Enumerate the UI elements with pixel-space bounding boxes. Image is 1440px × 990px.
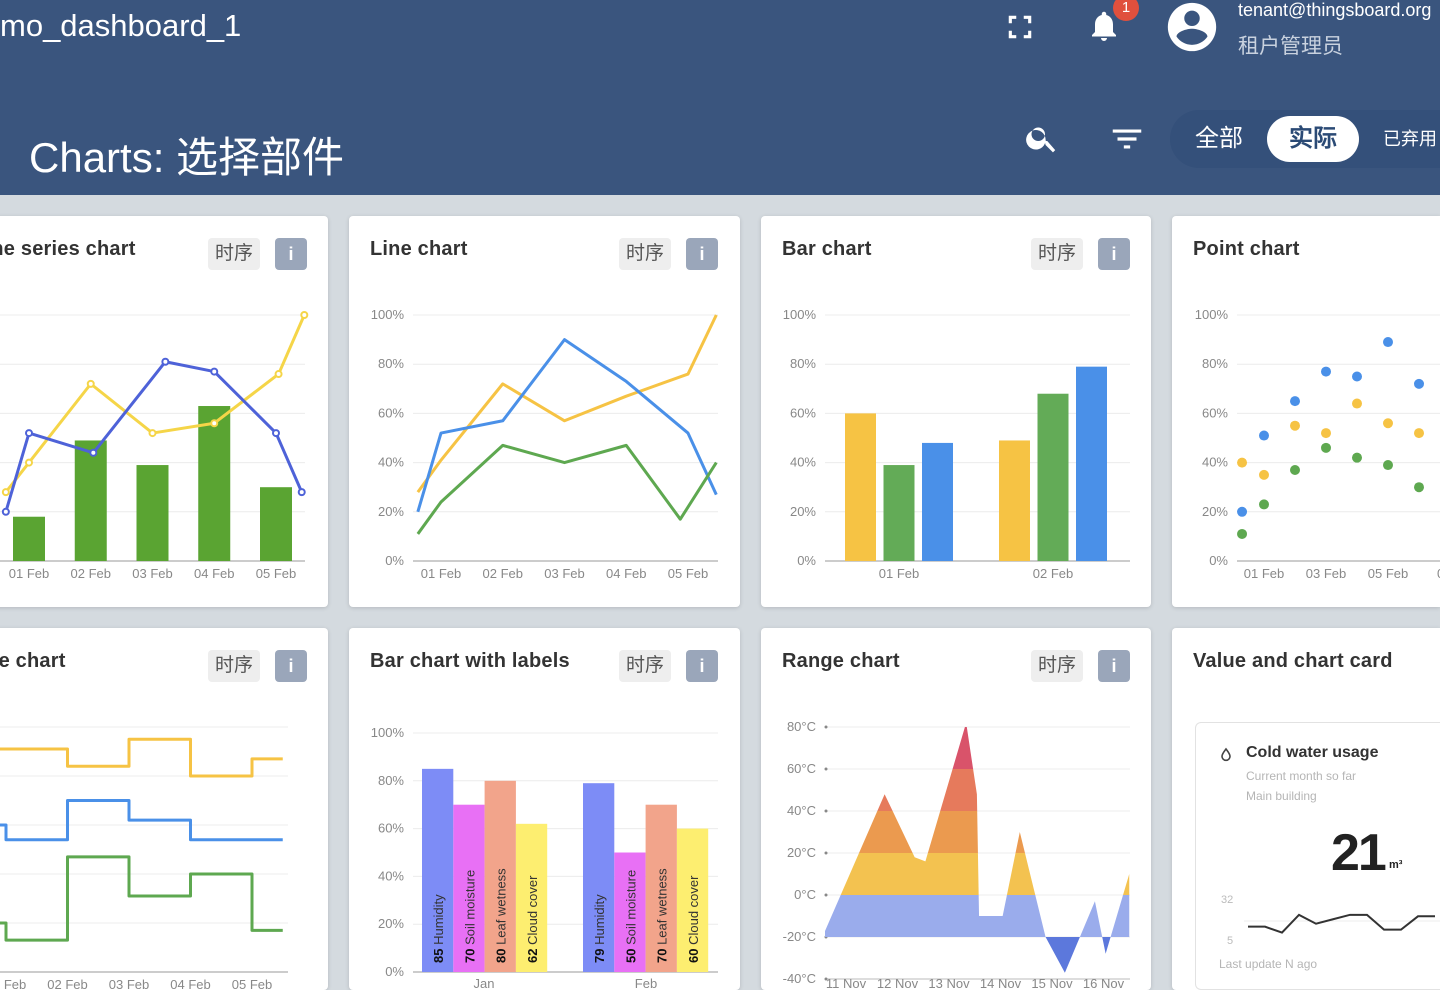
user-role: 租户管理员 bbox=[1238, 35, 1343, 58]
card-title: Range chart bbox=[782, 650, 900, 672]
header: mo_dashboard_1 1 tenant@thingsboard.org … bbox=[0, 0, 1440, 195]
tab-actual[interactable]: 实际 bbox=[1267, 116, 1359, 162]
value-card-value: 21 bbox=[1331, 824, 1387, 882]
widget-card-point-chart[interactable]: Point chart bbox=[1172, 216, 1440, 607]
sparkline-max-tick: 32 bbox=[1221, 894, 1234, 906]
value-card-unit: m³ bbox=[1389, 859, 1403, 871]
info-button[interactable]: i bbox=[1098, 650, 1130, 682]
value-card-subtitle: Current month so far bbox=[1246, 769, 1357, 783]
page-title: Charts: 选择部件 bbox=[29, 134, 345, 181]
tab-all[interactable]: 全部 bbox=[1195, 125, 1243, 152]
card-title: Bar chart with labels bbox=[370, 650, 570, 672]
user-email[interactable]: tenant@thingsboard.org bbox=[1238, 0, 1432, 20]
filter-tabs: 全部 实际 已弃用 bbox=[1170, 110, 1440, 168]
card-title: Value and chart card bbox=[1193, 650, 1393, 672]
card-title: Line chart bbox=[370, 238, 468, 260]
timeseries-chip: 时序 bbox=[619, 238, 671, 270]
dashboard-title: mo_dashboard_1 bbox=[0, 8, 242, 43]
account-circle-icon[interactable] bbox=[1163, 0, 1221, 56]
info-button[interactable]: i bbox=[1098, 238, 1130, 270]
search-icon[interactable] bbox=[1024, 120, 1060, 156]
widget-card-line-chart[interactable]: Line chart 时序 i bbox=[349, 216, 740, 607]
tab-deprecated[interactable]: 已弃用 bbox=[1383, 129, 1437, 149]
timeseries-chip: 时序 bbox=[208, 238, 260, 270]
timeseries-chip: 时序 bbox=[1031, 650, 1083, 682]
fullscreen-icon[interactable] bbox=[1005, 12, 1035, 42]
value-card-title: Cold water usage bbox=[1246, 744, 1379, 761]
bell-icon[interactable] bbox=[1086, 6, 1122, 46]
value-chart-card-preview: Cold water usage Current month so far Ma… bbox=[1195, 722, 1440, 990]
widget-card-range-chart[interactable]: Range chart 时序 i bbox=[761, 628, 1151, 990]
timeseries-chip: 时序 bbox=[619, 650, 671, 682]
filter-icon[interactable] bbox=[1108, 120, 1146, 158]
widget-card-bar-chart-with-labels[interactable]: Bar chart with labels 时序 i bbox=[349, 628, 740, 990]
card-title: Bar chart bbox=[782, 238, 872, 260]
value-card-last-update: Last update N ago bbox=[1219, 957, 1318, 971]
card-title: State chart bbox=[0, 650, 66, 672]
card-title: Point chart bbox=[1193, 238, 1300, 260]
card-title: Time series chart bbox=[0, 238, 136, 260]
timeseries-chip: 时序 bbox=[1031, 238, 1083, 270]
info-button[interactable]: i bbox=[275, 650, 307, 682]
info-button[interactable]: i bbox=[686, 238, 718, 270]
widget-card-state-chart[interactable]: State chart 时序 i bbox=[0, 628, 328, 990]
value-card-location: Main building bbox=[1246, 789, 1317, 803]
notification-badge: 1 bbox=[1113, 0, 1139, 21]
water-drop-icon bbox=[1221, 747, 1231, 762]
sparkline-min-tick: 5 bbox=[1227, 935, 1234, 947]
widget-card-time-series-chart[interactable]: Time series chart 时序 i bbox=[0, 216, 328, 607]
timeseries-chip: 时序 bbox=[208, 650, 260, 682]
widget-card-bar-chart[interactable]: Bar chart 时序 i bbox=[761, 216, 1151, 607]
info-button[interactable]: i bbox=[275, 238, 307, 270]
info-button[interactable]: i bbox=[686, 650, 718, 682]
